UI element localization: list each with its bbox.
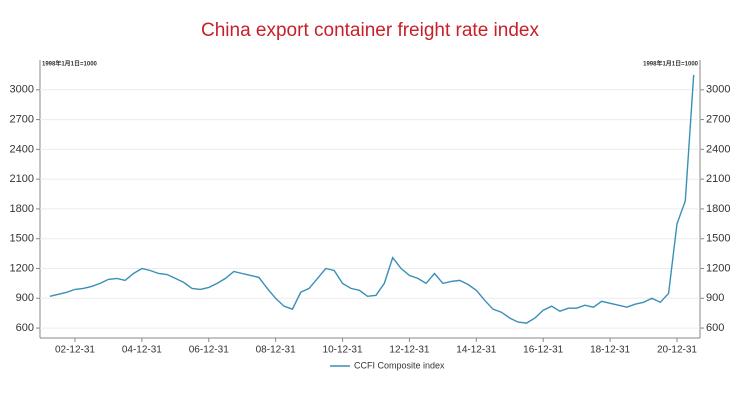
y-tick-label: 2400 xyxy=(10,143,34,155)
annotation: 1998年1月1日=1000 xyxy=(42,60,98,68)
legend-label: CCFI Composite index xyxy=(354,360,445,370)
y2-tick-label: 3000 xyxy=(706,84,730,96)
y-tick-label: 900 xyxy=(16,292,34,304)
line-series xyxy=(49,74,695,324)
chart-title: China export container freight rate inde… xyxy=(201,20,539,41)
y-tick-label: 1500 xyxy=(10,233,34,245)
y2-tick-label: 2100 xyxy=(706,173,730,185)
y2-tick-label: 600 xyxy=(706,322,724,334)
y2-tick-label: 1500 xyxy=(706,233,730,245)
y2-tick-label: 1200 xyxy=(706,262,730,274)
x-tick-label: 14-12-31 xyxy=(456,345,496,356)
y-tick-label: 2100 xyxy=(10,173,34,185)
x-tick-label: 16-12-31 xyxy=(523,345,563,356)
y2-tick-label: 900 xyxy=(706,292,724,304)
x-tick-label: 20-12-31 xyxy=(657,345,697,356)
x-tick-label: 02-12-31 xyxy=(55,345,95,356)
x-tick-label: 18-12-31 xyxy=(590,345,630,356)
x-tick-label: 10-12-31 xyxy=(323,345,363,356)
y-tick-label: 1800 xyxy=(10,203,34,215)
y-tick-label: 1200 xyxy=(10,262,34,274)
y-tick-label: 600 xyxy=(16,322,34,334)
x-tick-label: 06-12-31 xyxy=(189,345,229,356)
x-tick-label: 12-12-31 xyxy=(389,345,429,356)
y2-tick-label: 1800 xyxy=(706,203,730,215)
x-tick-label: 04-12-31 xyxy=(122,345,162,356)
y-tick-label: 2700 xyxy=(10,113,34,125)
y-tick-label: 3000 xyxy=(10,84,34,96)
y2-tick-label: 2700 xyxy=(706,113,730,125)
y2-tick-label: 2400 xyxy=(706,143,730,155)
x-tick-label: 08-12-31 xyxy=(256,345,296,356)
annotation: 1998年1月1日=1000 xyxy=(643,60,699,68)
